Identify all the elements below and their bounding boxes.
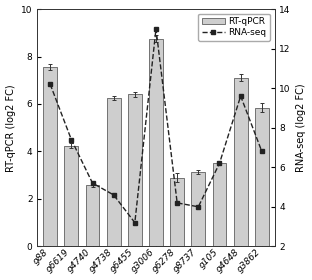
Bar bbox=[212, 163, 227, 246]
Bar bbox=[255, 108, 269, 246]
Y-axis label: RNA-seq (log2 FC): RNA-seq (log2 FC) bbox=[296, 83, 306, 172]
Bar bbox=[107, 98, 120, 246]
Bar bbox=[85, 185, 100, 246]
Bar bbox=[192, 172, 205, 246]
Y-axis label: RT-qPCR (log2 FC): RT-qPCR (log2 FC) bbox=[6, 84, 16, 172]
Bar bbox=[170, 178, 184, 246]
Bar bbox=[128, 94, 142, 246]
Bar bbox=[234, 78, 247, 246]
Legend: RT-qPCR, RNA-seq: RT-qPCR, RNA-seq bbox=[198, 13, 270, 41]
Bar bbox=[43, 67, 57, 246]
Bar bbox=[65, 146, 78, 246]
Bar bbox=[149, 39, 163, 246]
